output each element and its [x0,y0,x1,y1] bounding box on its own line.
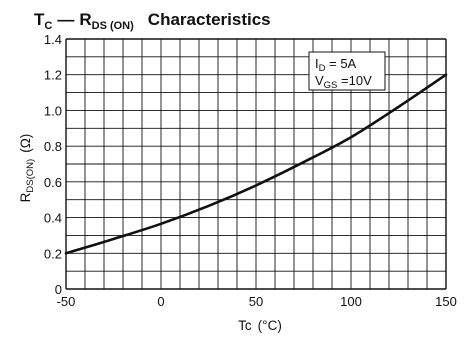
condition-current: ID = 5A [315,56,357,74]
title-var1: T [34,10,45,29]
curve-layer [64,73,448,255]
y-tick-label: 0.8 [44,139,62,154]
y-tick-label: 0.4 [44,211,62,226]
x-axis-label: Tc (°C) [238,318,282,333]
y-tick-label: 0 [55,282,62,297]
y-tick-label: 0.6 [44,175,62,190]
rds-curve [64,73,448,255]
title-var1-sub: C [44,20,52,32]
chart-title: TC — RDS (ON) Characteristics [34,10,271,32]
x-tick-label: 100 [340,294,362,309]
x-tick-label: -50 [57,294,76,309]
y-tick-label: 0.2 [44,246,62,261]
grid [65,38,447,290]
x-tick-label: 50 [249,294,263,309]
title-rest: Characteristics [148,10,271,29]
ticks-layer: 00.20.40.60.81.01.21.4-50 0 50 100 150 [44,32,457,309]
condition-voltage: VGS =10V [315,73,372,91]
y-tick-label: 1.2 [44,68,62,83]
y-axis-label: RDS(ON)(Ω) [18,134,36,203]
condition-box [308,51,386,91]
y-tick-label: 1.4 [44,32,62,47]
x-tick-label: 150 [435,294,457,309]
y-tick-label: 1.0 [44,103,62,118]
title-var2: R [79,10,91,29]
x-tick-label: 0 [157,294,164,309]
title-dash: — [57,10,74,29]
title-var2-sub: DS (ON) [92,20,135,32]
